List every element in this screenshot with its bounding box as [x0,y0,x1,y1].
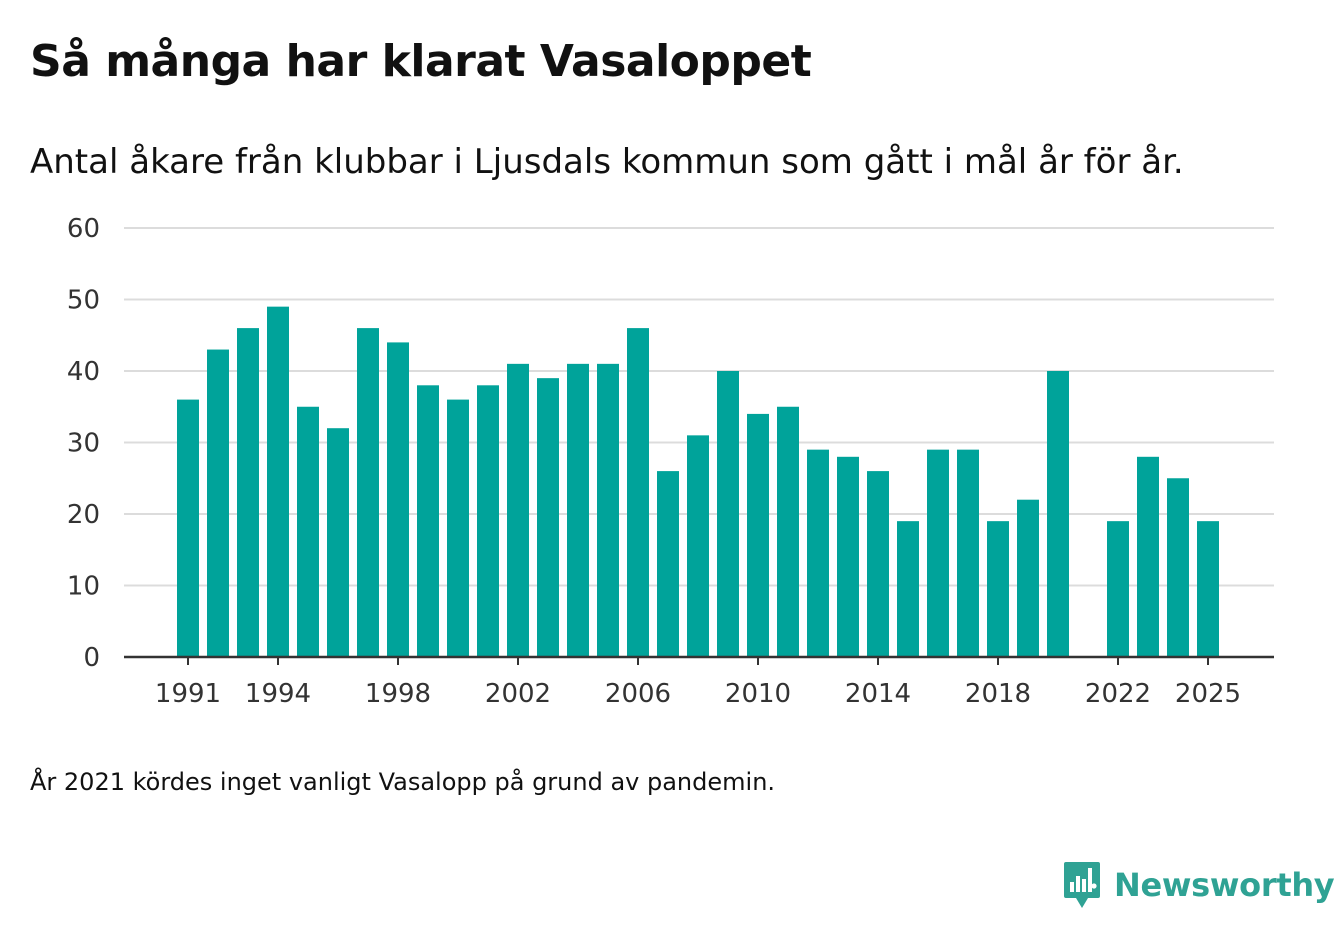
bar [567,363,589,657]
bar [387,342,409,657]
bar [777,406,799,657]
bar [1197,521,1219,657]
bar [327,428,349,657]
brand-name: Newsworthy [1114,866,1335,904]
y-tick-label: 20 [67,500,100,530]
bar [447,399,469,657]
bar-chart: 0 10 20 30 40 50 60 1991 1994 1998 2002 2006 2010 201… [67,214,1274,709]
bar [597,363,619,657]
bar [687,435,709,657]
bar [177,399,199,657]
bar [627,328,649,657]
bar [1107,521,1129,657]
y-tick-label: 50 [67,286,100,316]
bar [1017,499,1039,657]
bar [537,378,559,657]
newsworthy-brand[interactable]: Newsworthy [1062,860,1335,910]
x-tick-label: 2002 [485,679,551,709]
chart-subtitle: Antal åkare från klubbar i Ljusdals komm… [30,142,1184,182]
x-tick-label: 1998 [365,679,431,709]
bar [477,385,499,657]
bar [1167,478,1189,657]
x-tick-label: 1991 [155,679,221,709]
chart-title: Så många har klarat Vasaloppet [30,36,812,87]
x-tick-label: 2006 [605,679,671,709]
bar [657,471,679,657]
y-tick-label: 10 [67,572,100,602]
bar [207,349,229,657]
x-tick-label: 1994 [245,679,311,709]
newsworthy-logo-icon [1064,862,1100,908]
bar [507,363,529,657]
y-tick-label: 60 [67,214,100,244]
bar [267,306,289,657]
x-tick-label: 2014 [845,679,911,709]
bar [717,371,739,657]
bar [837,456,859,657]
bar [867,471,889,657]
y-tick-label: 30 [67,429,100,459]
bar [897,521,919,657]
bar [927,449,949,657]
bar [237,328,259,657]
y-tick-label: 40 [67,357,100,387]
x-tick-label: 2022 [1085,679,1151,709]
bar [417,385,439,657]
y-tick-label: 0 [83,643,100,673]
bar [957,449,979,657]
bar [807,449,829,657]
bar [1047,371,1069,657]
bar [357,328,379,657]
bar [747,413,769,657]
footnote: År 2021 kördes inget vanligt Vasalopp på… [30,768,776,796]
bar [1137,456,1159,657]
bar [297,406,319,657]
bar [987,521,1009,657]
x-tick-label: 2025 [1175,679,1241,709]
x-tick-label: 2018 [965,679,1031,709]
x-tick-label: 2010 [725,679,791,709]
